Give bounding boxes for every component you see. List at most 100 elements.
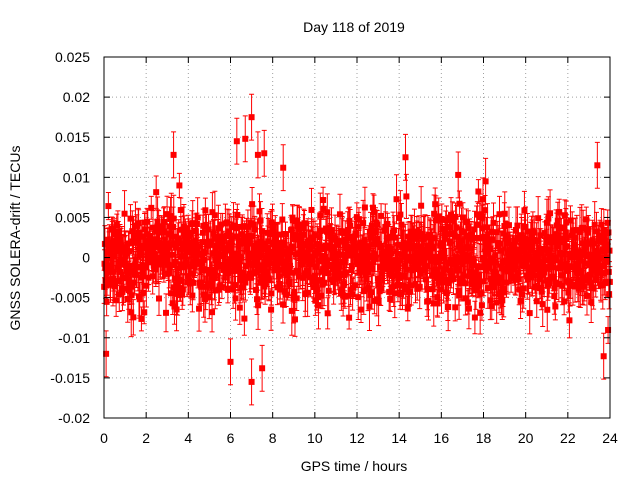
data-point <box>283 291 290 298</box>
data-point <box>206 294 213 301</box>
data-point <box>165 270 172 277</box>
data-point <box>406 288 413 295</box>
y-tick-label: -0.01 <box>58 330 90 346</box>
x-tick-label: 20 <box>518 430 534 446</box>
data-point <box>445 303 452 310</box>
data-point <box>374 236 381 243</box>
data-point <box>314 286 321 293</box>
data-point <box>318 292 325 299</box>
data-point <box>254 240 261 247</box>
data-point <box>439 225 446 232</box>
data-point <box>582 244 589 251</box>
data-point <box>169 262 176 269</box>
data-point <box>545 215 552 222</box>
data-point <box>471 226 478 233</box>
data-point <box>465 305 472 312</box>
data-point <box>113 221 120 228</box>
data-point <box>109 242 116 249</box>
data-point <box>358 306 365 313</box>
data-point <box>200 291 207 298</box>
data-point <box>140 289 147 296</box>
data-point <box>187 270 194 277</box>
data-point <box>103 350 110 357</box>
data-point <box>391 290 398 297</box>
data-point <box>108 246 115 253</box>
data-point <box>293 236 300 243</box>
data-point <box>536 272 543 279</box>
data-point <box>174 290 181 297</box>
data-point <box>408 282 415 289</box>
data-point <box>587 279 594 286</box>
data-point <box>552 257 559 264</box>
data-point <box>155 255 162 262</box>
data-point <box>447 211 454 218</box>
data-point <box>232 255 239 262</box>
data-point <box>320 205 327 212</box>
data-point <box>280 164 287 171</box>
data-point <box>149 240 156 247</box>
data-point <box>269 221 276 228</box>
data-point <box>514 222 521 229</box>
data-point <box>202 207 209 214</box>
data-point <box>300 258 307 265</box>
data-point <box>278 231 285 238</box>
data-point <box>275 259 282 266</box>
data-point <box>174 240 181 247</box>
data-point <box>552 303 559 310</box>
data-point <box>113 297 120 304</box>
y-tick-label: -0.015 <box>50 370 90 386</box>
data-point <box>134 263 141 270</box>
data-point <box>347 222 354 229</box>
data-point <box>105 203 112 210</box>
data-point <box>480 278 487 285</box>
data-point <box>202 294 209 301</box>
data-point <box>236 304 243 311</box>
data-point <box>301 252 308 259</box>
data-point <box>116 291 123 298</box>
data-point <box>180 264 187 271</box>
data-point <box>462 280 469 287</box>
data-point <box>190 279 197 286</box>
data-point <box>536 276 543 283</box>
data-point <box>430 243 437 250</box>
data-point <box>250 221 257 228</box>
data-point <box>477 264 484 271</box>
data-point <box>169 300 176 307</box>
data-point <box>228 235 235 242</box>
data-point <box>168 241 175 248</box>
data-point <box>555 232 562 239</box>
data-point <box>357 239 364 246</box>
data-point <box>394 250 401 257</box>
data-point <box>556 225 563 232</box>
data-point <box>247 220 254 227</box>
y-axis-label: GNSS SOLERA-drift / TECUs <box>7 146 23 331</box>
data-point <box>194 214 201 221</box>
data-point <box>578 268 585 275</box>
data-point <box>484 224 491 231</box>
y-tick-label: 0.015 <box>55 129 90 145</box>
data-point <box>547 210 554 217</box>
data-point <box>349 291 356 298</box>
data-point <box>231 282 238 289</box>
y-tick-label: 0.02 <box>63 89 90 105</box>
data-point <box>308 206 315 213</box>
data-point <box>430 300 437 307</box>
data-point <box>390 283 397 290</box>
data-point <box>442 230 449 237</box>
data-point <box>355 294 362 301</box>
data-point <box>224 286 231 293</box>
data-point <box>418 202 425 209</box>
data-point <box>153 189 160 196</box>
data-point <box>482 207 489 214</box>
data-point <box>481 234 488 241</box>
data-point <box>369 265 376 272</box>
data-point <box>177 246 184 253</box>
data-point <box>128 283 135 290</box>
data-point <box>101 240 108 247</box>
data-point <box>541 230 548 237</box>
data-point <box>250 270 257 277</box>
data-point <box>496 240 503 247</box>
data-point <box>432 253 439 260</box>
data-point <box>341 293 348 300</box>
data-point <box>340 258 347 265</box>
